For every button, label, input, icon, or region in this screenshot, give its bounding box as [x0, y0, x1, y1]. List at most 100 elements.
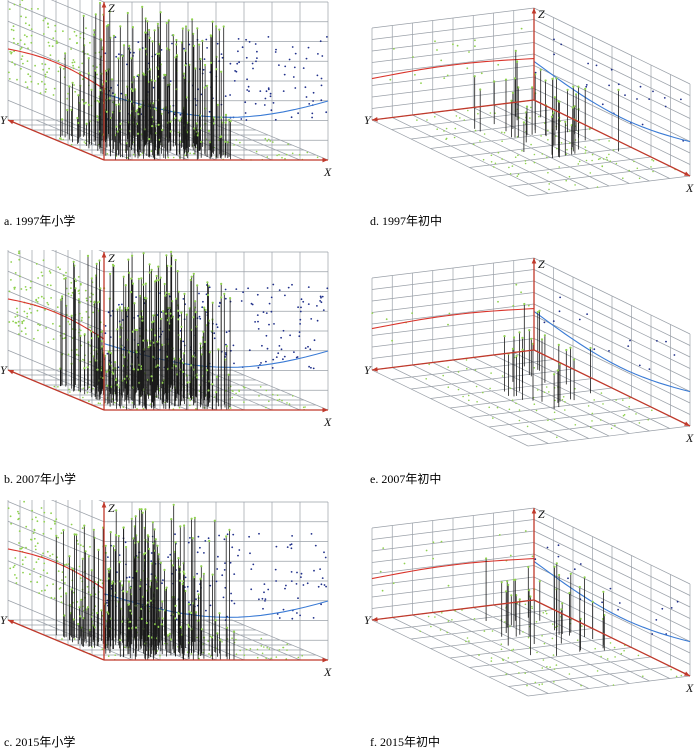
stem-point	[163, 568, 166, 571]
floor-point	[531, 605, 533, 608]
floor-grid-line	[469, 147, 632, 168]
green-wall-point	[30, 7, 33, 10]
green-wall-point	[12, 25, 15, 28]
stem-point	[188, 610, 191, 613]
blue-point	[246, 89, 249, 91]
floor-point	[628, 405, 630, 408]
green-wall-point	[531, 555, 534, 558]
stem-point	[122, 275, 125, 278]
stem-point	[130, 57, 133, 60]
green-wall-point	[79, 544, 82, 546]
green-wall-point	[44, 73, 47, 76]
stem-point	[213, 519, 216, 522]
blue-point	[272, 283, 275, 286]
floor-point	[543, 391, 546, 393]
blue-point	[135, 296, 138, 298]
floor-point	[493, 166, 495, 168]
stem-point	[113, 93, 116, 96]
floor-point	[574, 387, 576, 390]
stem-point	[153, 107, 156, 110]
blue-point	[663, 97, 666, 99]
stem-point	[87, 72, 90, 75]
stem-point	[116, 130, 119, 133]
green-wall-point	[30, 41, 33, 44]
green-wall-point	[47, 341, 50, 344]
green-wall-point	[8, 8, 11, 11]
green-projection-points	[379, 530, 534, 592]
green-wall-point	[16, 78, 18, 81]
z-axis-label: Z	[108, 1, 115, 15]
green-wall-point	[9, 515, 12, 518]
floor-point	[591, 420, 593, 422]
stem-point	[518, 331, 521, 334]
floor-point	[608, 153, 610, 156]
stem-point	[140, 277, 143, 280]
blue-point	[543, 321, 546, 324]
z-axis-arrow	[101, 502, 107, 508]
stem-point	[138, 508, 141, 511]
blue-point	[593, 348, 596, 351]
stem-point	[191, 18, 194, 21]
green-wall-point	[48, 270, 51, 272]
blue-point	[284, 587, 286, 590]
floor-grid-line	[412, 364, 569, 442]
blue-trend-line	[533, 310, 691, 393]
wall-grid-line	[533, 553, 691, 631]
floor-grid-line	[488, 156, 652, 178]
wall-grid-line	[533, 519, 691, 596]
floor-point	[454, 127, 457, 130]
floor-point	[136, 408, 138, 410]
stem-point	[192, 576, 196, 579]
stem-point	[117, 57, 120, 60]
blue-point	[216, 568, 219, 570]
stem-point	[183, 292, 186, 295]
green-wall-point	[14, 316, 17, 318]
stem-point	[106, 384, 109, 387]
floor-point	[106, 153, 109, 155]
stem-point	[98, 100, 101, 103]
stem-point	[512, 578, 515, 581]
y-axis-line	[371, 599, 535, 621]
stem-point	[59, 66, 62, 69]
stems	[473, 49, 620, 158]
stem-point	[156, 364, 159, 367]
stem-point	[169, 638, 172, 641]
floor-point	[264, 137, 267, 140]
stem-point	[189, 278, 192, 282]
blue-point	[241, 46, 244, 49]
green-wall-point	[19, 39, 22, 42]
stem-point	[543, 334, 546, 337]
stem-point	[191, 537, 194, 540]
stem-point	[226, 141, 229, 144]
stem-point	[201, 39, 204, 42]
floor-point	[501, 140, 503, 142]
stem-point	[224, 113, 228, 116]
green-wall-point	[75, 34, 78, 37]
blue-point	[228, 330, 231, 332]
chart-svg-c: XYZ	[0, 500, 332, 679]
blue-point	[290, 543, 293, 546]
green-wall-point	[49, 284, 52, 287]
stem-point	[158, 52, 161, 55]
blue-point	[264, 600, 266, 602]
blue-point	[256, 50, 258, 53]
floor-point	[141, 152, 144, 154]
floor-point	[536, 389, 539, 391]
blue-point	[290, 580, 293, 582]
floor-point	[82, 396, 84, 399]
floor-point	[466, 367, 468, 370]
stem-point	[224, 140, 227, 143]
floor-point	[516, 175, 519, 177]
floor-point	[454, 610, 456, 612]
floor-point	[650, 166, 652, 168]
floor-point	[285, 153, 288, 156]
floor-point	[474, 129, 477, 132]
blue-point	[252, 563, 255, 566]
stem-point	[512, 336, 516, 339]
blue-point	[275, 545, 278, 548]
green-wall-point	[79, 577, 82, 580]
stem-point	[552, 112, 555, 115]
blue-point	[307, 46, 310, 49]
stem-point	[153, 79, 156, 82]
